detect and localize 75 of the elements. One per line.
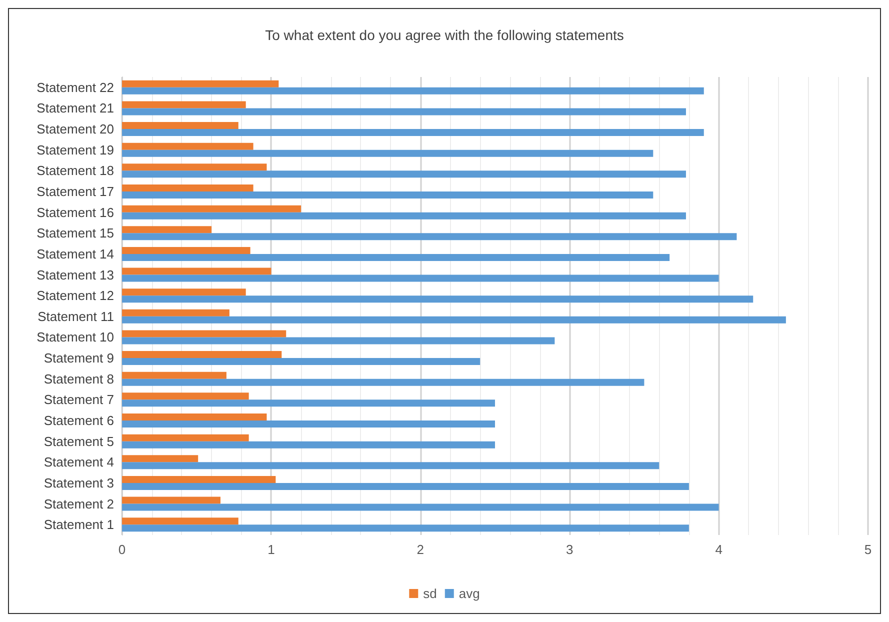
bar xyxy=(122,441,495,448)
y-tick-label: Statement 9 xyxy=(44,350,114,366)
y-tick-label: Statement 22 xyxy=(36,80,114,95)
bar xyxy=(122,455,198,462)
legend-label: sd xyxy=(423,586,437,601)
bar xyxy=(122,524,689,532)
bar xyxy=(122,129,704,136)
bar xyxy=(122,233,737,240)
bar xyxy=(122,80,279,88)
x-tick-label: 1 xyxy=(268,542,275,557)
bar xyxy=(122,192,654,198)
bar xyxy=(122,150,654,157)
bar xyxy=(122,482,689,490)
bar xyxy=(122,414,267,420)
bar xyxy=(122,420,495,428)
bar xyxy=(122,184,254,192)
y-tick-label: Statement 7 xyxy=(44,392,114,408)
bar xyxy=(122,296,754,303)
bar xyxy=(122,142,254,150)
y-tick-label: Statement 14 xyxy=(36,246,114,262)
x-tick-label: 2 xyxy=(416,542,424,557)
bar xyxy=(122,309,230,316)
chart-title: To what extent do you agree with the following statements xyxy=(265,27,624,43)
y-tick-label: Statement 11 xyxy=(38,308,114,324)
bar xyxy=(122,274,719,282)
y-tick-label: Statement 4 xyxy=(44,454,114,470)
y-tick-label: Statement 10 xyxy=(36,330,114,345)
bar xyxy=(122,400,495,407)
bar xyxy=(122,330,286,338)
x-tick-label: 4 xyxy=(715,542,722,557)
bar xyxy=(122,212,686,220)
y-tick-label: Statement 15 xyxy=(36,226,114,241)
bar xyxy=(122,170,686,178)
bar xyxy=(122,288,246,296)
bar xyxy=(122,164,267,171)
bar xyxy=(122,378,644,386)
y-tick-label: Statement 6 xyxy=(44,413,114,428)
bar xyxy=(122,518,238,525)
bar xyxy=(122,101,246,108)
x-tick-label: 3 xyxy=(566,542,574,557)
y-tick-label: Statement 20 xyxy=(36,122,114,137)
bar xyxy=(122,496,220,504)
y-tick-label: Statement 12 xyxy=(36,288,114,304)
bar xyxy=(122,476,276,483)
bar xyxy=(122,372,226,379)
legend-label: avg xyxy=(458,586,480,601)
y-tick-label: Statement 2 xyxy=(44,496,114,512)
bar xyxy=(122,108,686,116)
bar xyxy=(122,434,249,442)
bar xyxy=(122,337,555,344)
y-tick-label: Statement 13 xyxy=(36,267,114,282)
bar xyxy=(122,268,272,275)
y-tick-label: Statement 16 xyxy=(36,204,114,220)
bar xyxy=(122,254,670,261)
bar xyxy=(122,504,719,511)
y-tick-label: Statement 18 xyxy=(36,163,114,178)
bar xyxy=(122,358,480,366)
bar xyxy=(122,226,212,234)
y-tick-label: Statement 21 xyxy=(36,100,114,116)
x-tick-label: 0 xyxy=(118,542,126,557)
y-tick-label: Statement 19 xyxy=(36,142,114,158)
bar xyxy=(122,462,660,470)
bar xyxy=(122,122,238,130)
y-tick-label: Statement 5 xyxy=(44,434,114,449)
y-tick-label: Statement 3 xyxy=(44,475,114,490)
x-tick-label: 5 xyxy=(864,542,872,557)
bar xyxy=(122,87,704,94)
bar xyxy=(122,316,786,324)
bar xyxy=(122,392,249,400)
y-tick-label: Statement 1 xyxy=(44,517,114,532)
y-tick-label: Statement 17 xyxy=(36,184,114,199)
y-tick-label: Statement 8 xyxy=(44,371,114,386)
bar xyxy=(122,205,302,212)
bar xyxy=(122,351,282,358)
bar xyxy=(122,246,250,254)
